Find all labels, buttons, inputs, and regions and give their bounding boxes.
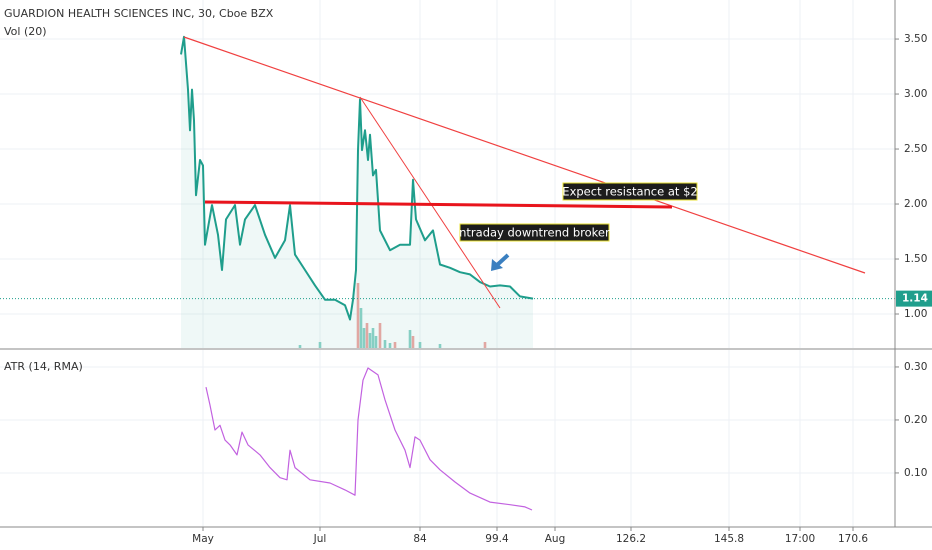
last-price-box bbox=[896, 290, 932, 307]
x-tick-label: Jul bbox=[313, 533, 327, 545]
x-tick-label: 145.8 bbox=[714, 533, 744, 545]
volume-bar bbox=[362, 328, 366, 348]
volume-bar bbox=[438, 344, 442, 348]
y-tick-label: 3.00 bbox=[904, 88, 927, 100]
annotation: Intraday downtrend broken bbox=[456, 226, 613, 240]
volume-bar bbox=[374, 336, 378, 348]
y-tick-label: 1.00 bbox=[904, 308, 927, 320]
volume-bar bbox=[393, 342, 397, 348]
x-tick-label: May bbox=[192, 533, 214, 545]
volume-bar bbox=[408, 330, 412, 348]
y-tick-label: 0.30 bbox=[904, 361, 927, 373]
volume-bar bbox=[411, 336, 415, 348]
y-tick-label: 2.00 bbox=[904, 198, 927, 210]
arrow bbox=[491, 253, 510, 271]
x-tick-label: Aug bbox=[545, 533, 566, 545]
volume-bar bbox=[483, 342, 487, 348]
volume-bar bbox=[356, 283, 360, 348]
volume-bar bbox=[298, 345, 302, 348]
volume-bar bbox=[388, 343, 392, 348]
trendline bbox=[359, 96, 501, 309]
annotation-box bbox=[459, 223, 610, 242]
x-tick-label: 17:00 bbox=[785, 533, 815, 545]
x-tick-label: 84 bbox=[413, 533, 427, 545]
y-tick-label: 0.10 bbox=[904, 467, 927, 479]
annotation: Expect resistance at $2 bbox=[562, 185, 697, 199]
volume-bar bbox=[418, 342, 422, 348]
y-tick-label: 2.50 bbox=[904, 143, 927, 155]
annotation-box bbox=[562, 182, 698, 201]
x-tick-label: 99.4 bbox=[485, 533, 509, 545]
y-tick-label: 1.50 bbox=[904, 253, 927, 265]
volume-bar bbox=[318, 342, 322, 348]
x-tick-label: 170.6 bbox=[838, 533, 868, 545]
volume-bar bbox=[383, 340, 387, 348]
chart-title: GUARDION HEALTH SCIENCES INC, 30, Cboe B… bbox=[4, 7, 274, 20]
y-tick-label: 3.50 bbox=[904, 33, 927, 45]
volume-label: Vol (20) bbox=[4, 25, 47, 38]
trendline bbox=[183, 36, 866, 274]
volume-bar bbox=[359, 308, 363, 348]
series-line bbox=[205, 367, 533, 511]
indicator-title: ATR (14, RMA) bbox=[4, 360, 83, 373]
volume-bar bbox=[365, 323, 369, 348]
price-area bbox=[181, 36, 533, 349]
volume-bar bbox=[368, 333, 372, 348]
y-tick-label: 0.20 bbox=[904, 414, 927, 426]
volume-bar bbox=[378, 323, 382, 348]
last-price-label: 1.14 bbox=[902, 293, 928, 305]
resistance-line bbox=[204, 200, 673, 209]
series-line bbox=[180, 35, 534, 321]
x-tick-label: 126.2 bbox=[616, 533, 646, 545]
volume-bar bbox=[371, 328, 375, 348]
